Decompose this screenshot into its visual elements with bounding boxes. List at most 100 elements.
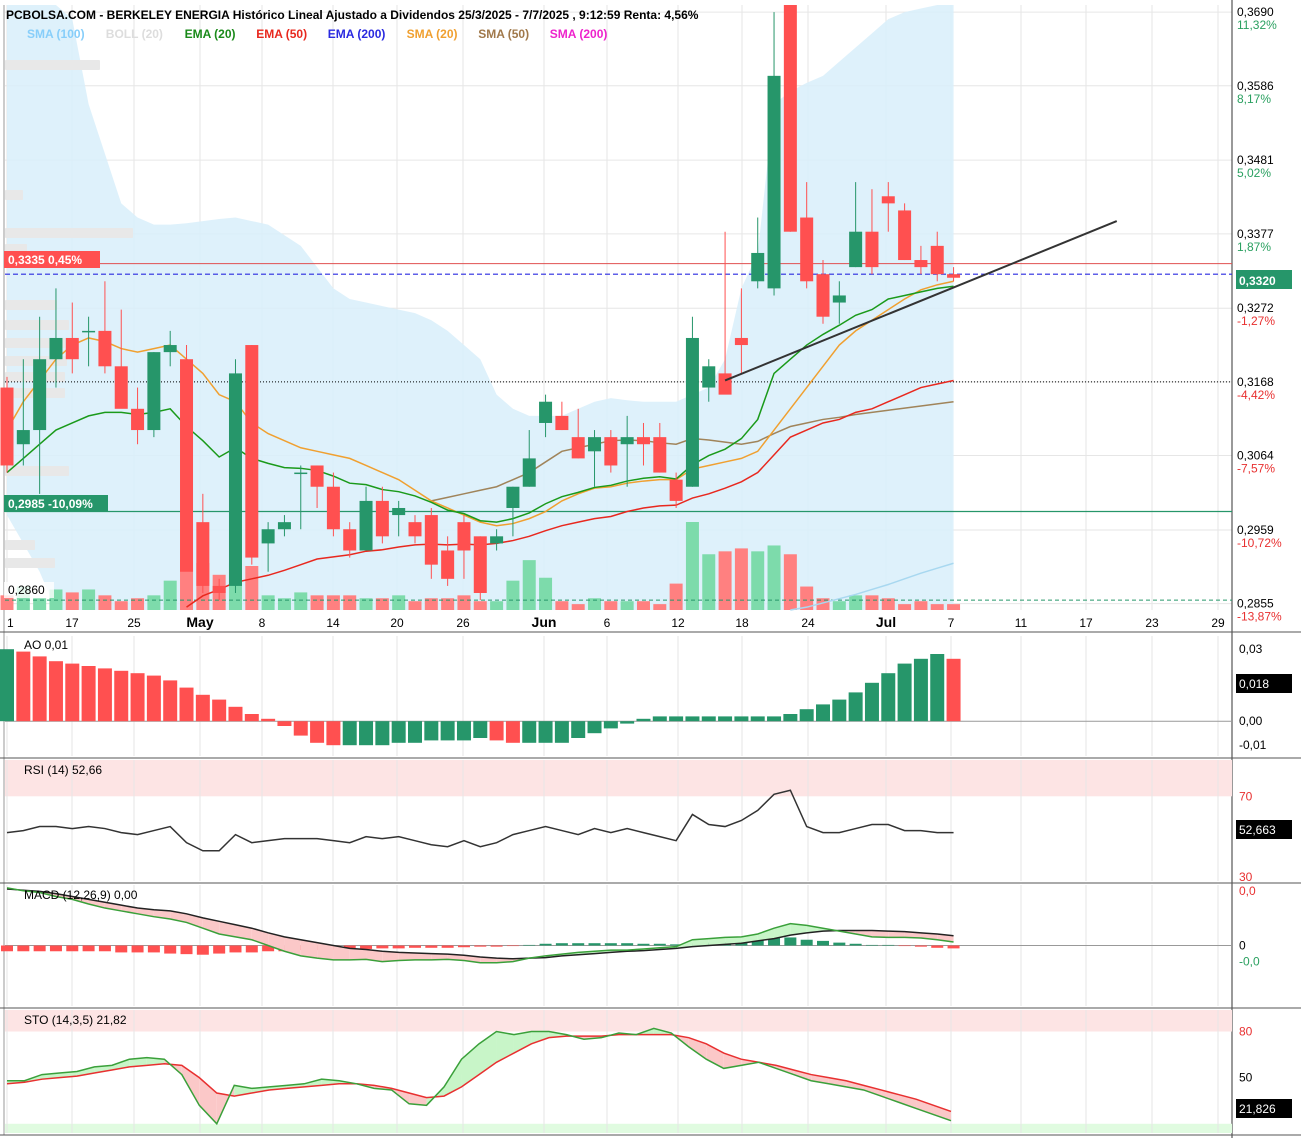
- blurred-label-5: [5, 320, 69, 330]
- ao-bar: [244, 714, 259, 722]
- ao-bar: [783, 714, 798, 722]
- macd-hist-bar: [49, 945, 62, 952]
- ema20-line: [6, 285, 954, 523]
- volume-bar: [359, 598, 373, 610]
- sto-fill-segment: [444, 1059, 462, 1097]
- ao-bar: [669, 716, 684, 722]
- macd-hist-bar: [180, 945, 193, 955]
- volume-bar: [620, 601, 634, 610]
- volume-bar: [930, 604, 944, 610]
- volume-bar: [669, 583, 683, 610]
- volume-bar: [751, 551, 765, 610]
- blurred-label-0: [5, 60, 100, 70]
- volume-bar: [310, 595, 324, 610]
- pct-tick-label: -13,87%: [1237, 610, 1282, 624]
- ao-bar: [603, 721, 618, 729]
- candle-body: [163, 345, 177, 353]
- macd-hist-bar: [914, 945, 927, 947]
- ref-box-1: [4, 251, 100, 268]
- sto-fill-segment: [898, 1094, 917, 1109]
- date-tick-label: 1: [7, 616, 14, 630]
- date-tick-label: Jun: [532, 614, 557, 630]
- legend-item-7: SMA (200): [550, 27, 608, 41]
- legend-item-5: SMA (20): [407, 27, 458, 41]
- sto-fill-segment: [409, 1093, 427, 1106]
- macd-fill-segment: [317, 942, 334, 960]
- volume-bar: [0, 595, 14, 610]
- date-tick-label: 24: [801, 616, 815, 630]
- price-tick-label: 0,3064: [1237, 449, 1274, 463]
- macd-hist-bar: [392, 945, 405, 949]
- ao-bar: [293, 721, 308, 736]
- macd-hist-bar: [865, 944, 878, 946]
- pct-tick-label: 11,32%: [1237, 18, 1277, 32]
- date-tick-label: May: [186, 614, 213, 630]
- candle-body: [506, 486, 520, 508]
- macd-hist-bar: [164, 945, 177, 954]
- candle-body: [522, 458, 536, 487]
- macd-tick-label: -0,0: [1239, 955, 1260, 969]
- ref-label-1: 0,3335 0,45%: [8, 253, 82, 267]
- ao-bar: [897, 663, 912, 722]
- ref-box-3: [4, 582, 54, 598]
- ao-bar: [946, 658, 961, 722]
- macd-hist-bar: [262, 945, 275, 952]
- legend-item-2: EMA (20): [185, 27, 236, 41]
- macd-hist-bar: [882, 944, 895, 946]
- macd-hist-bar: [490, 945, 503, 947]
- candle-body: [16, 430, 30, 445]
- macd-fill-segment: [382, 951, 399, 962]
- ao-bar: [554, 721, 569, 743]
- blurred-label-2: [5, 228, 133, 238]
- ao-bar: [620, 721, 635, 724]
- ao-bar: [652, 716, 667, 722]
- date-x-axis: 1 17 25 May 8 14 20 26 Jun 6 12 18 24 Jul 7 11 17 23 29: [0, 614, 1301, 633]
- candle-body: [571, 437, 585, 459]
- candle-body: [490, 536, 504, 544]
- macd-hist-bar: [1, 945, 13, 952]
- pct-tick-label: 8,17%: [1237, 92, 1271, 106]
- sto-fill-segment: [881, 1089, 899, 1103]
- ao-bar: [130, 673, 145, 722]
- candle-body: [930, 245, 944, 275]
- ao-bar: [718, 716, 733, 722]
- candle-body: [33, 359, 47, 431]
- ao-bar: [930, 654, 945, 722]
- rsi-tick-label: 70: [1239, 789, 1253, 803]
- rsi-overbought-zone: [5, 760, 1232, 797]
- volume-bar: [490, 601, 504, 610]
- candle-body: [473, 536, 487, 593]
- macd-hist-bar: [751, 940, 764, 946]
- candle-body: [832, 295, 846, 303]
- trendline: [724, 220, 1118, 382]
- candle-body: [702, 366, 716, 388]
- ema50-line: [186, 379, 954, 608]
- macd-fill-segment: [366, 949, 383, 962]
- ao-bar: [424, 721, 439, 741]
- volume-bar: [734, 548, 748, 610]
- sto-fill-segment: [461, 1043, 479, 1087]
- sto-fill-segment: [269, 1085, 287, 1090]
- price-tick-label: 0,3586: [1237, 79, 1274, 93]
- volume-bar: [408, 601, 422, 610]
- candle-body: [228, 373, 242, 586]
- macd-fill-segment: [692, 938, 709, 947]
- candle-body: [82, 330, 96, 333]
- macd-fill-segment: [333, 945, 350, 960]
- volume-bars: [0, 522, 961, 610]
- macd-hist-bar: [98, 945, 111, 952]
- ao-bar: [16, 651, 31, 722]
- volume-bar: [441, 598, 455, 610]
- volume-bar: [163, 580, 177, 610]
- ao-bar: [97, 668, 112, 722]
- ao-bar: [391, 721, 406, 743]
- sto-k-line: [7, 1027, 952, 1126]
- sto-fill-segment: [706, 1043, 724, 1069]
- date-tick-label: 26: [456, 616, 470, 630]
- pct-tick-label: -4,42%: [1237, 388, 1275, 402]
- macd-fill-segment: [871, 930, 889, 938]
- macd-hist-bar: [849, 943, 862, 946]
- macd-fill-segment: [398, 952, 415, 961]
